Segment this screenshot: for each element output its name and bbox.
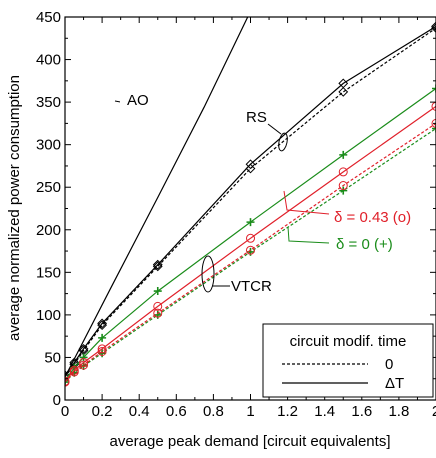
data-point-circle [97,344,107,354]
x-tick-label: 1.6 [351,403,372,420]
rs-ellipse [278,132,288,152]
rs-leader [267,123,282,135]
y-tick-label: 300 [36,137,61,154]
legend-label-delta-t: ΔT [385,375,404,392]
y-tick-label: 50 [44,349,61,366]
series-line [65,122,436,383]
annotation-vtcr: VTCR [231,278,272,295]
x-tick-labels: 0 0.2 0.4 0.6 0.8 1 1.2 1.4 1.6 1.8 2 [61,403,436,420]
x-tick-label: 0.8 [203,403,224,420]
annotation-layer: AO RS VTCR δ = 0.43 (o) δ = 0 (+) [114,90,411,295]
data-point-plus [79,353,88,362]
series-vtcr-0.43-mod-0 [65,118,436,387]
y-tick-label: 150 [36,264,61,281]
data-point-circle [338,181,348,191]
data-point-diamond [78,344,89,354]
y-tick-label: 400 [36,52,61,69]
data-point-plus [153,287,162,296]
data-point-circle [246,233,255,243]
series-line [65,88,436,381]
x-tick-label: 0 [61,403,69,420]
data-point-plus [432,124,436,133]
ao-label-bg [120,90,152,108]
legend-label-0: 0 [385,356,393,373]
data-point-plus [339,150,348,159]
series-line [65,128,436,383]
data-point-diamond [152,259,163,270]
x-tick-label: 1.8 [388,403,409,420]
annotation-rs: RS [246,109,267,126]
axis-ticks [64,16,436,401]
x-tick-label: 1 [246,403,254,420]
data-point-plus [65,378,69,387]
data-point-diamond [431,21,436,32]
series-line [65,105,436,382]
data-point-circle [431,118,436,128]
data-point-plus [246,218,255,227]
data-point-plus [432,84,436,93]
y-tick-labels: 0 50 100 150 200 250 300 350 400 450 [36,9,61,409]
data-point-plus [98,333,107,342]
data-point-diamond [431,23,436,33]
data-point-diamond [338,86,349,97]
y-tick-label: 200 [36,222,61,239]
data-point-circle [338,167,348,177]
legend-box [262,323,434,398]
delta-green-leader [287,226,330,244]
data-point-circle [97,346,107,356]
data-point-diamond [338,78,349,89]
data-point-plus [339,186,348,195]
data-point-diamond [97,318,108,329]
data-point-circle [79,360,89,370]
data-point-circle [153,301,163,311]
x-tick-label: 0.6 [166,403,187,420]
data-point-circle [153,308,163,318]
series-line [65,17,249,378]
data-point-circle [65,377,70,387]
annotation-delta-green: δ = 0 (+) [336,236,393,253]
y-axis-label: average normalized power consumption [6,75,23,341]
data-point-diamond [245,159,256,170]
x-tick-label: 0.2 [92,403,113,420]
data-point-circle [69,367,79,377]
legend: circuit modif. time 0 ΔT [262,323,434,398]
annotation-ao: AO [127,92,149,109]
annotation-delta-red: δ = 0.43 (o) [334,209,411,226]
data-point-diamond [152,261,163,272]
data-point-circle [246,245,255,255]
y-tick-label: 350 [36,94,61,111]
y-tick-label: 250 [36,179,61,196]
series-vtcr-0-mod-dt [65,84,436,385]
y-tick-label: 0 [53,392,61,409]
data-point-plus [65,376,69,385]
data-point-diamond [65,370,70,381]
y-tick-label: 450 [36,9,61,26]
delta-red-leader [283,190,330,215]
x-tick-label: 1.4 [314,403,335,420]
x-tick-label: 1.2 [277,403,298,420]
x-tick-label: 2 [432,403,436,420]
series-ao-mod-dt [65,17,249,378]
legend-title: circuit modif. time [290,333,407,350]
data-point-circle [431,101,436,111]
series-layer [65,17,436,387]
vtcr-ellipse [201,255,215,293]
y-tick-label: 100 [36,307,61,324]
x-tick-label: 0.4 [129,403,150,420]
x-axis-label: average peak demand [circuit equivalents… [109,433,390,450]
data-point-diamond [97,320,108,331]
